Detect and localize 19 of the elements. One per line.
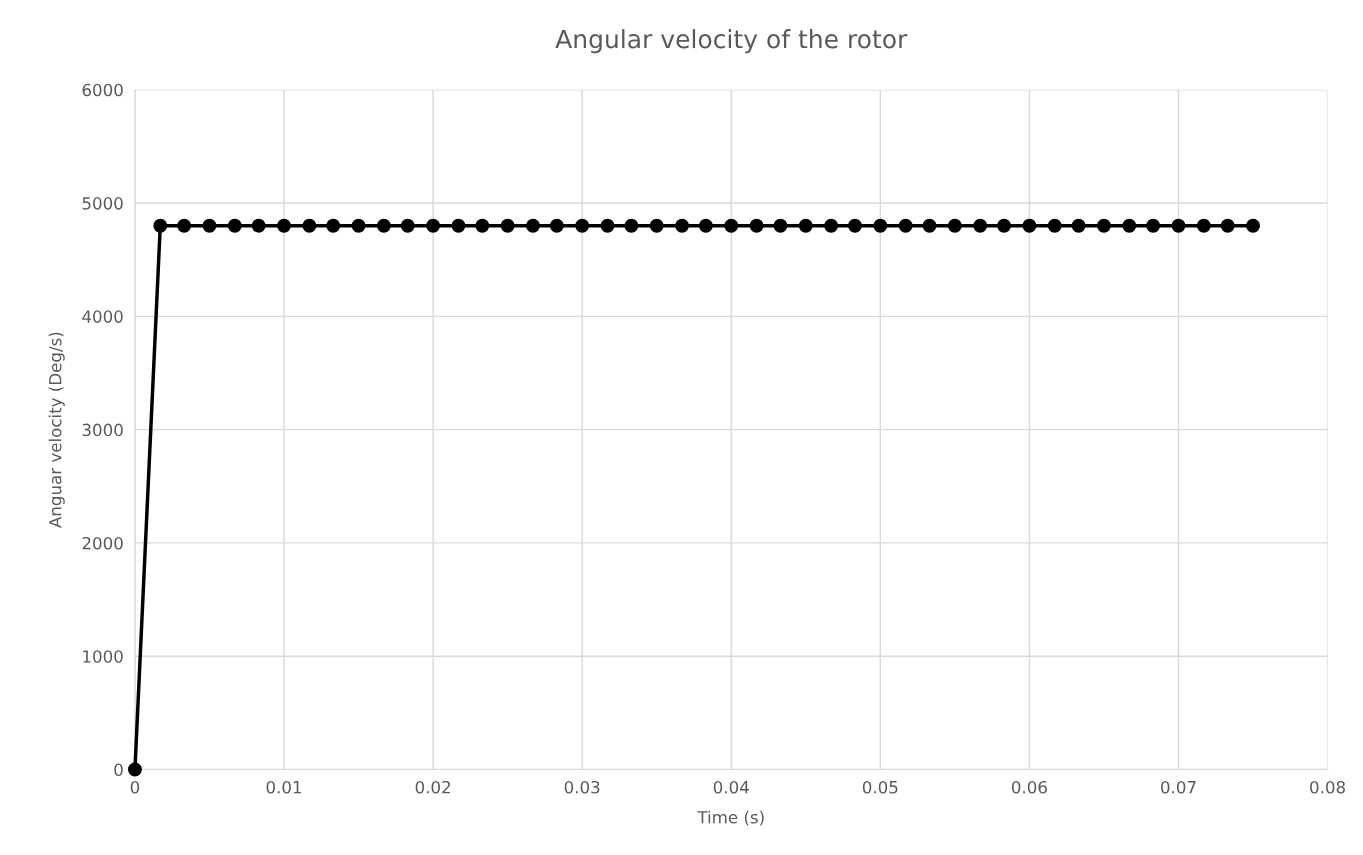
x-tick-label: 0: [130, 780, 140, 794]
x-tick-label: 0.06: [1011, 780, 1047, 794]
x-tick-label: 0.01: [266, 780, 302, 794]
x-tick-label: 0.03: [564, 780, 600, 794]
y-tick-label: 0: [114, 763, 123, 777]
y-axis-title: Anguar velocity (Deg/s): [48, 332, 65, 528]
y-tick-label: 6000: [82, 83, 123, 97]
x-tick-label: 0.04: [713, 780, 749, 794]
x-tick-label: 0.05: [862, 780, 898, 794]
chart-title: Angular velocity of the rotor: [555, 29, 908, 54]
y-tick-label: 4000: [82, 310, 123, 323]
y-tick-label: 1000: [83, 650, 123, 663]
x-tick-label: 0.08: [1310, 780, 1345, 794]
y-tick-label: 5000: [82, 197, 123, 210]
x-axis-title: Time (s): [697, 810, 764, 826]
x-tick-label: 0.07: [1161, 780, 1196, 794]
x-tick-label: 0.02: [415, 780, 450, 794]
y-tick-label: 3000: [82, 423, 123, 437]
y-tick-label: 2000: [82, 536, 123, 550]
